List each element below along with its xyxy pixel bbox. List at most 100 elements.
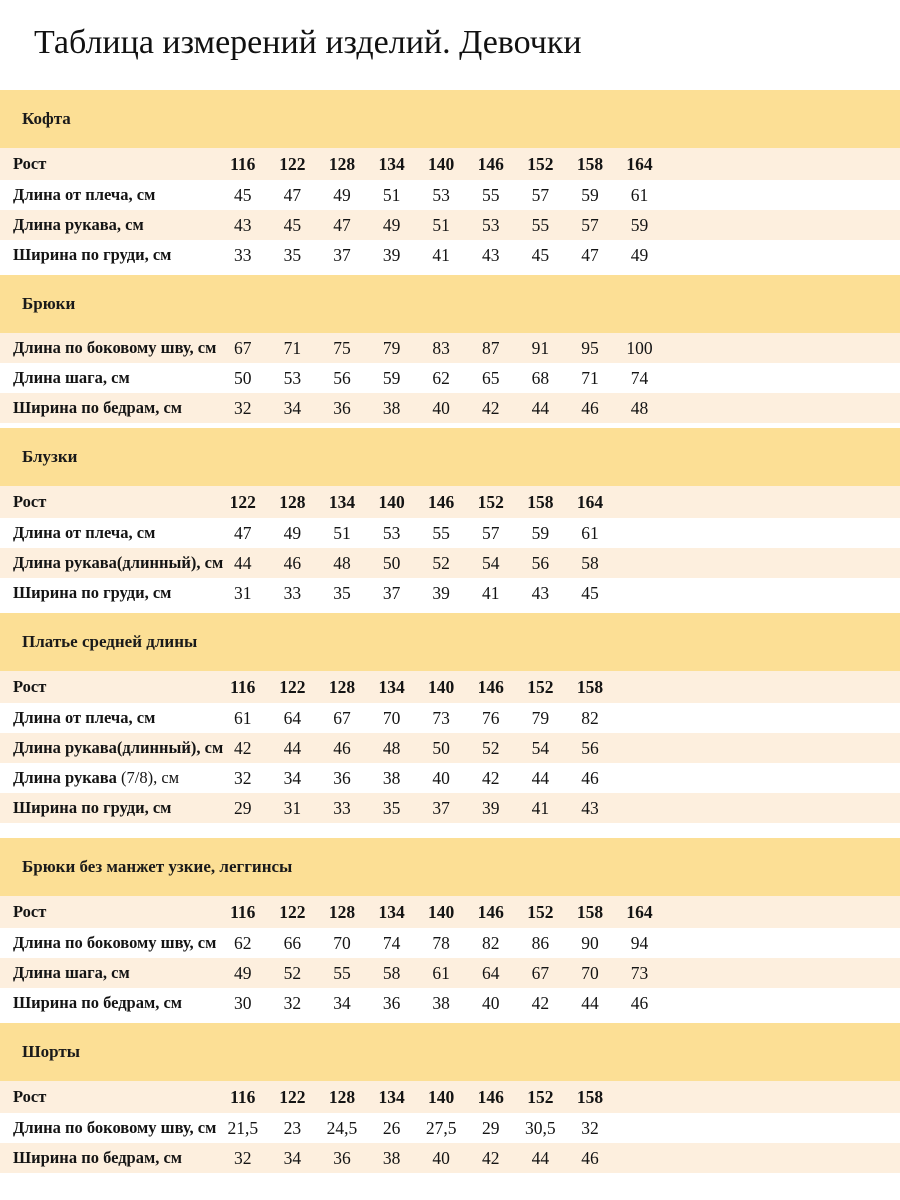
measurement-value: 70 — [581, 962, 599, 983]
measurement-row: Длина шага, см 49 52 55 58 61 64 67 70 73 — [0, 958, 900, 988]
measurement-row: Длина от плеча, см 47 49 51 53 55 57 59 61 — [0, 518, 900, 548]
row-label-text: Длина рукава — [13, 768, 117, 787]
size-value: 134 — [378, 153, 405, 174]
measurement-value: 46 — [283, 552, 302, 573]
measurement-value: 59 — [531, 522, 550, 543]
size-value: 116 — [230, 901, 256, 922]
garment-section: Платье средней длины Рост 116 122 128 134 140 1… — [0, 613, 900, 823]
size-value: 140 — [378, 491, 405, 512]
row-label-text: Ширина по груди, см — [13, 798, 172, 817]
row-label-text: Длина рукава(длинный), см — [13, 553, 224, 572]
size-value: 128 — [328, 901, 356, 922]
measurement-value: 39 — [382, 244, 401, 265]
measurement-value: 37 — [382, 582, 401, 603]
measurement-value: 55 — [531, 214, 550, 235]
measurement-value: 47 — [333, 214, 351, 235]
measurement-value: 42 — [482, 1147, 500, 1168]
size-value: 140 — [428, 676, 455, 697]
measurement-value: 56 — [531, 552, 550, 573]
measurement-value: 70 — [382, 707, 401, 728]
section-header-band: Платье средней длины — [0, 613, 900, 671]
measurement-value: 67 — [333, 707, 351, 728]
measurement-value: 44 — [581, 992, 599, 1013]
measurement-value: 62 — [234, 932, 252, 953]
row-label: Длина шага, см — [0, 963, 218, 983]
row-label: Длина по боковому шву, см — [0, 338, 218, 358]
measurement-value: 48 — [333, 552, 351, 573]
measurement-value: 32 — [234, 1147, 252, 1168]
section-title: Брюки без манжет узкие, леггинсы — [22, 857, 293, 876]
measurement-value: 38 — [382, 767, 401, 788]
measurement-value: 59 — [630, 214, 649, 235]
measurement-value: 57 — [531, 184, 550, 205]
measurement-value: 58 — [581, 552, 599, 573]
size-value: 164 — [626, 153, 653, 174]
measurement-value: 39 — [482, 797, 500, 818]
row-label-text: Длина шага, см — [13, 963, 130, 982]
row-label-text: Ширина по бедрам, см — [13, 993, 183, 1012]
size-value: 152 — [527, 1086, 554, 1107]
size-header-row: Рост 122 128 134 140 146 152 158 164 — [0, 486, 900, 518]
measurement-value: 40 — [432, 767, 450, 788]
measurement-value: 59 — [581, 184, 599, 205]
size-value: 158 — [576, 676, 604, 697]
measurement-value: 82 — [581, 707, 599, 728]
size-value: 158 — [576, 901, 604, 922]
measurement-value: 51 — [382, 184, 401, 205]
measurement-value: 65 — [482, 367, 500, 388]
measurement-value: 33 — [333, 797, 351, 818]
measurement-value: 27,5 — [425, 1117, 457, 1138]
size-value: 134 — [378, 676, 405, 697]
measurement-value: 44 — [531, 397, 550, 418]
measurement-value: 67 — [531, 962, 550, 983]
measurement-value: 40 — [432, 1147, 450, 1168]
size-value: 140 — [428, 901, 455, 922]
section-title: Брюки — [22, 294, 76, 313]
row-label: Ширина по бедрам, см — [0, 398, 218, 418]
measurement-value: 46 — [581, 397, 599, 418]
measurement-value: 34 — [333, 992, 351, 1013]
section-header-band: Брюки — [0, 275, 900, 333]
measurement-value: 33 — [234, 244, 252, 265]
measurement-value: 90 — [581, 932, 599, 953]
size-value: 152 — [527, 901, 554, 922]
measurement-row: Ширина по груди, см 33 35 37 39 41 43 45 47 49 — [0, 240, 900, 270]
measurement-value: 43 — [531, 582, 550, 603]
garment-section: Брюки Длина по боковому шву, см 67 71 75 79 83… — [0, 275, 900, 423]
section-header-band: Шорты — [0, 1023, 900, 1081]
measurement-value: 38 — [382, 397, 401, 418]
measurement-value: 55 — [482, 184, 500, 205]
measurement-row: Длина по боковому шву, см 67 71 75 79 83 87 91 9… — [0, 333, 900, 363]
size-value: 134 — [328, 491, 356, 512]
row-label: Рост — [0, 1087, 218, 1107]
measurement-value: 36 — [333, 767, 351, 788]
row-label: Длина шага, см — [0, 368, 218, 388]
measurement-value: 29 — [482, 1117, 500, 1138]
measurement-value: 29 — [234, 797, 252, 818]
measurement-row: Длина по боковому шву, см 62 66 70 74 78 82 86 9… — [0, 928, 900, 958]
measurement-value: 40 — [482, 992, 500, 1013]
size-value: 140 — [428, 1086, 455, 1107]
measurement-value: 31 — [234, 582, 252, 603]
row-label: Длина рукава(длинный), см — [0, 738, 223, 758]
measurement-row: Длина по боковому шву, см 21,5 23 24,5 26 27,… — [0, 1113, 900, 1143]
measurement-value: 30,5 — [525, 1117, 556, 1138]
measurement-value: 83 — [432, 337, 450, 358]
measurement-value: 68 — [531, 367, 550, 388]
measurement-value: 45 — [234, 184, 252, 205]
size-value: 116 — [230, 676, 256, 697]
measurement-value: 61 — [581, 522, 599, 543]
size-value: 122 — [279, 676, 306, 697]
measurement-value: 48 — [630, 397, 649, 418]
measurement-value: 42 — [482, 397, 500, 418]
measurement-value: 37 — [432, 797, 450, 818]
measurement-value: 47 — [234, 522, 252, 543]
measurement-value: 49 — [630, 244, 649, 265]
size-value: 122 — [279, 901, 306, 922]
measurement-value: 73 — [432, 707, 450, 728]
row-label: Ширина по груди, см — [0, 798, 218, 818]
size-value: 134 — [378, 901, 405, 922]
measurement-row: Ширина по бедрам, см 32 34 36 38 40 42 44 46 — [0, 1143, 900, 1173]
measurement-value: 44 — [531, 767, 550, 788]
measurement-value: 33 — [283, 582, 302, 603]
